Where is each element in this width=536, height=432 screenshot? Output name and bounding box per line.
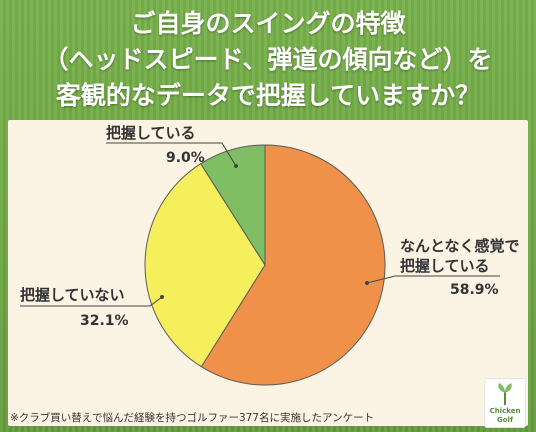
pie-slice-green [200, 144, 266, 267]
pie-slice-orange [200, 144, 386, 386]
title-line-1: ご自身のスイングの特徴 [130, 9, 406, 38]
footnote: ※クラブ買い替えで悩んだ経験を持つゴルファー377名に実施したアンケート [10, 412, 375, 424]
leader-line-orange-dot [365, 281, 369, 285]
slice-label-yellow: 把握していない [20, 286, 125, 304]
slice-label-orange-line-2: 把握している [400, 257, 490, 275]
leader-line-yellow [20, 296, 163, 307]
slice-percent-orange: 58.9% [450, 282, 499, 298]
logo-text-line-1: Chicken [489, 407, 521, 415]
slice-percent-yellow: 32.1% [80, 313, 129, 329]
pie-slice-yellow [144, 162, 266, 368]
leader-line-green [106, 142, 237, 167]
sprout-icon [498, 383, 512, 405]
leader-line-orange [366, 275, 500, 284]
title-line-3: 客観的なデータで把握していますか？ [55, 81, 481, 110]
leader-line-yellow-dot [160, 295, 164, 299]
slice-percent-green: 9.0% [166, 150, 205, 166]
slice-label-green: 把握している [106, 124, 196, 142]
chicken-golf-logo: Chicken Golf [484, 378, 526, 428]
leader-line-green-dot [234, 164, 238, 168]
logo-text-line-2: Golf [497, 416, 513, 424]
chart-title: ご自身のスイングの特徴 （ヘッドスピード、弾道の傾向など）を 客観的なデータで把… [0, 6, 536, 114]
slice-label-orange-line-1: なんとなく感覚で [400, 237, 520, 255]
title-line-2: （ヘッドスピード、弾道の傾向など）を [43, 45, 493, 74]
